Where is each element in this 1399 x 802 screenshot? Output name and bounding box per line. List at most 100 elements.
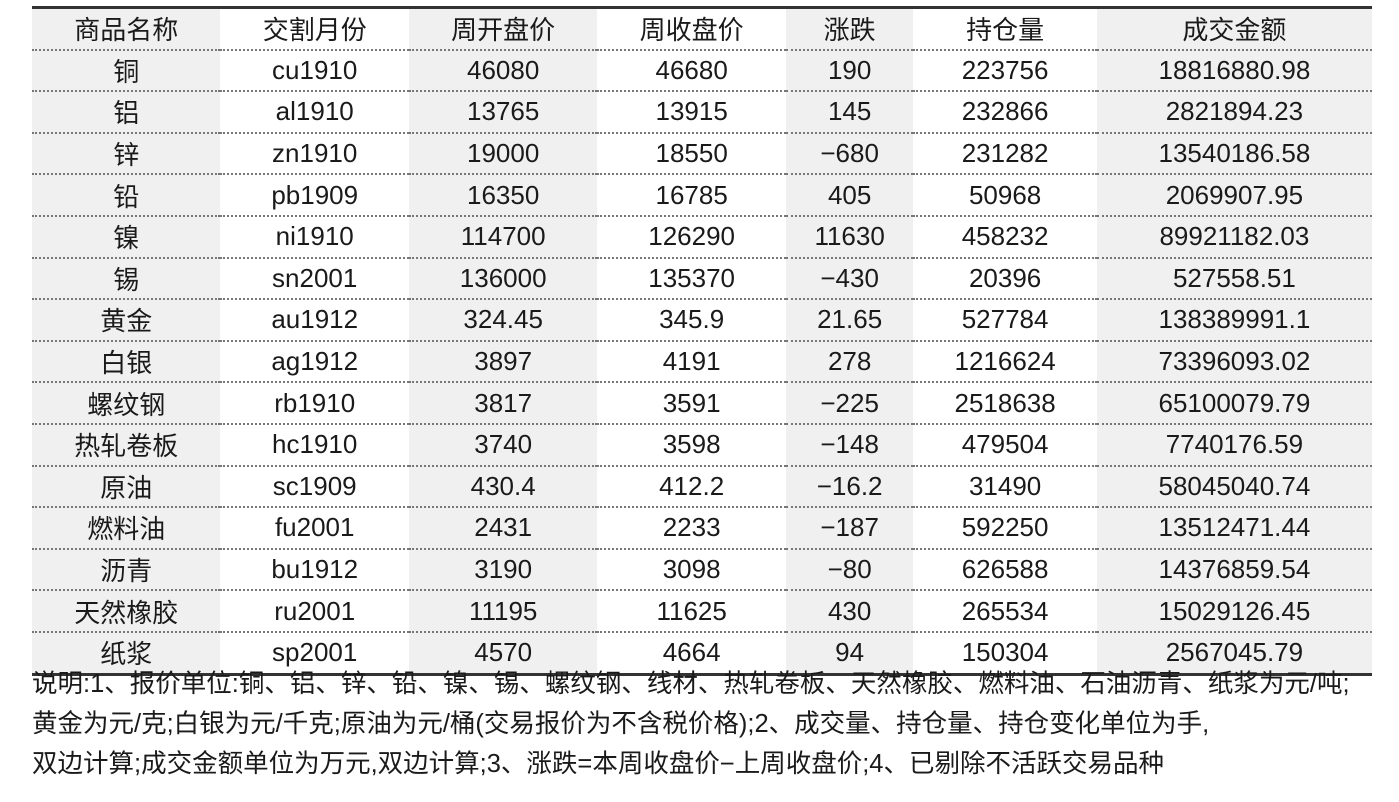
table-cell: 18550 xyxy=(597,132,786,176)
table-cell: ag1912 xyxy=(220,340,409,384)
table-cell: 螺纹钢 xyxy=(32,382,221,425)
table-cell: 镍 xyxy=(32,215,221,259)
table-cell: 2518638 xyxy=(913,382,1097,425)
table-cell: 73396093.02 xyxy=(1096,340,1372,384)
table-cell: 626588 xyxy=(913,548,1097,592)
table-cell: 324.45 xyxy=(408,299,598,342)
table-cell: 热轧卷板 xyxy=(32,423,221,467)
table-cell: sn2001 xyxy=(220,257,409,301)
table-cell: 7740176.59 xyxy=(1096,423,1372,467)
table-cell: ru2001 xyxy=(220,590,409,633)
table-cell: sp2001 xyxy=(272,637,358,668)
table-cell: 3897 xyxy=(408,340,598,384)
table-cell: 46080 xyxy=(408,49,598,93)
table-row: 螺纹钢 rb1910 3817 3591 −225 2518638 65100079.79 xyxy=(32,382,1372,425)
table-cell: 1216624 xyxy=(913,340,1097,384)
table-cell: 白银 xyxy=(32,340,221,384)
table-cell: 46680 xyxy=(597,49,786,93)
table-cell: 20396 xyxy=(913,257,1097,301)
table-cell: 15029126.45 xyxy=(1096,590,1372,633)
table-header-row: 商品名称 交割月份 周开盘价 周收盘价 涨跌 持仓量 成交金额 xyxy=(32,7,1372,51)
table-cell: 锡 xyxy=(32,257,221,301)
table-cell: 114700 xyxy=(408,215,598,259)
table-cell: 412.2 xyxy=(597,465,786,509)
table-cell: 13540186.58 xyxy=(1096,132,1372,176)
table-cell: 138389991.1 xyxy=(1096,299,1372,342)
table-cell: 94 xyxy=(785,631,914,674)
table-cell: hc1910 xyxy=(220,423,409,467)
table-cell: 527784 xyxy=(913,299,1097,342)
table-cell: zn1910 xyxy=(220,132,409,176)
table-cell: −430 xyxy=(785,257,914,301)
table-cell: −187 xyxy=(785,507,914,550)
table-cell: 铜 xyxy=(32,49,221,93)
table-cell: −16.2 xyxy=(785,465,914,509)
column-header: 周开盘价 xyxy=(408,7,598,51)
table-cell: 铅 xyxy=(32,174,221,217)
table-cell: 13512471.44 xyxy=(1096,507,1372,550)
table-cell: 4664 xyxy=(662,637,721,668)
table-cell: 3098 xyxy=(597,548,786,592)
table-cell: 14376859.54 xyxy=(1096,548,1372,592)
table-row: 锡 sn2001 136000 135370 −430 20396 527558.51 xyxy=(32,257,1372,301)
table-cell: −80 xyxy=(785,548,914,592)
table-row: 白银 ag1912 3897 4191 278 1216624 73396093.02 xyxy=(32,340,1372,384)
table-cell: 11625 xyxy=(597,590,786,633)
table-row: 天然橡胶 ru2001 11195 11625 430 265534 15029126.45 xyxy=(32,590,1372,633)
table-cell: 135370 xyxy=(597,257,786,301)
table-cell: 4570 xyxy=(408,631,598,674)
table-cell: −148 xyxy=(785,423,914,467)
table-cell: 89921182.03 xyxy=(1096,215,1372,259)
table-cell: 沥青 xyxy=(32,548,221,592)
notes: 说明:1、报价单位:铜、铝、锌、铅、镍、锡、螺纹钢、线材、热轧卷板、天然橡胶、燃… xyxy=(32,664,1382,784)
table-cell: 345.9 xyxy=(597,299,786,342)
table-cell: sc1909 xyxy=(220,465,409,509)
table-cell: 纸浆 xyxy=(32,631,221,674)
table-row: 铜 cu1910 46080 46680 190 223756 18816880.98 xyxy=(32,49,1372,93)
table-cell: 2233 xyxy=(597,507,786,550)
table-cell: 燃料油 xyxy=(32,507,221,550)
column-header: 商品名称 xyxy=(32,7,221,51)
table-cell: 11630 xyxy=(785,215,914,259)
column-header: 成交金额 xyxy=(1096,7,1372,51)
table-cell: 2431 xyxy=(408,507,598,550)
column-header: 交割月份 xyxy=(220,7,409,51)
table-cell: 天然橡胶 xyxy=(32,590,221,633)
table-cell: 16350 xyxy=(408,174,598,217)
table-cell: 430 xyxy=(785,590,914,633)
table-cell: ni1910 xyxy=(220,215,409,259)
table-row: 纸浆 sp2001 4570 4664 94 150304 2567045.79 xyxy=(32,631,1372,674)
table-cell: 3598 xyxy=(597,423,786,467)
table-cell: 2069907.95 xyxy=(1096,174,1372,217)
table-cell: 2567045.79 xyxy=(1096,631,1372,674)
table-row: 黄金 au1912 324.45 345.9 21.65 527784 138389991.… xyxy=(32,299,1372,342)
table-cell: 3591 xyxy=(597,382,786,425)
table-cell: −680 xyxy=(785,132,914,176)
table-cell: 58045040.74 xyxy=(1096,465,1372,509)
table-row: 热轧卷板 hc1910 3740 3598 −148 479504 7740176.59 xyxy=(32,423,1372,467)
table-cell: 3817 xyxy=(408,382,598,425)
note-line: 双边计算;成交金额单位为万元,双边计算;3、涨跌=本周收盘价−上周收盘价;4、已… xyxy=(32,750,1164,778)
table-cell: 136000 xyxy=(408,257,598,301)
table-cell: 65100079.79 xyxy=(1096,382,1372,425)
table-cell: 430.4 xyxy=(408,465,598,509)
table-cell: 21.65 xyxy=(785,299,914,342)
table-row: 原油 sc1909 430.4 412.2 −16.2 31490 58045040.74 xyxy=(32,465,1372,509)
table-cell: 145 xyxy=(785,91,914,134)
table-row: 铅 pb1909 16350 16785 405 50968 2069907.95 xyxy=(32,174,1372,217)
table-cell: 231282 xyxy=(913,132,1097,176)
table-cell: au1912 xyxy=(220,299,409,342)
table-cell: 2821894.23 xyxy=(1096,91,1372,134)
column-header: 周收盘价 xyxy=(597,7,786,51)
table-cell: bu1912 xyxy=(220,548,409,592)
table-row: 镍 ni1910 114700 126290 11630 458232 89921182.0… xyxy=(32,215,1372,259)
table-cell: 592250 xyxy=(913,507,1097,550)
table-row: 沥青 bu1912 3190 3098 −80 626588 14376859.54 xyxy=(32,548,1372,592)
table-cell: 150304 xyxy=(961,637,1049,668)
table-cell: 479504 xyxy=(913,423,1097,467)
table-row: 锌 zn1910 19000 18550 −680 231282 13540186.58 xyxy=(32,132,1372,176)
table-cell: 31490 xyxy=(913,465,1097,509)
table-row: 铝 al1910 13765 13915 145 232866 2821894.23 xyxy=(32,91,1372,134)
table-cell: 126290 xyxy=(597,215,786,259)
table-cell: 3740 xyxy=(408,423,598,467)
